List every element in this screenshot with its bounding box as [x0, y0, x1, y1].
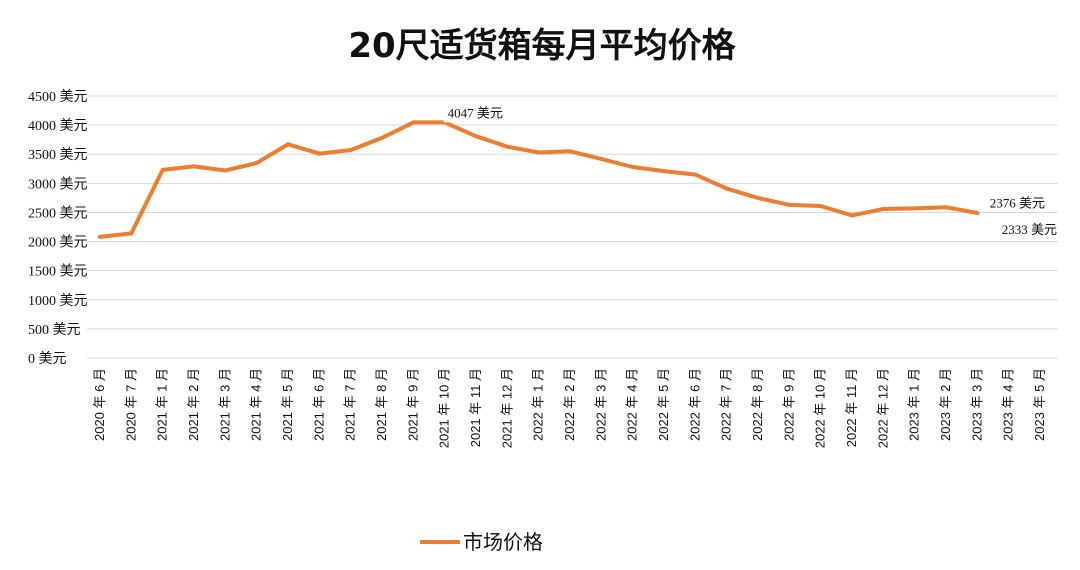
- x-tick-label: 2021 年 11 月: [468, 368, 483, 447]
- data-point: [662, 169, 666, 174]
- x-tick-label: 2022 年 10 月: [813, 368, 828, 448]
- data-point: [98, 234, 102, 239]
- x-tick-label: 2022 年 5 月: [656, 368, 671, 441]
- data-point: [348, 148, 353, 153]
- x-tick-label: 2023 年 2 月: [938, 368, 953, 441]
- x-tick-label: 2021 年 10 月: [437, 368, 452, 448]
- x-tick-label: 2021 年 7 月: [343, 368, 358, 441]
- data-point: [693, 172, 698, 177]
- x-tick-label: 2023 年 3 月: [969, 368, 984, 441]
- y-tick-label: 2000 美元: [28, 235, 88, 251]
- y-tick-label: 3500 美元: [28, 147, 88, 163]
- y-tick-label: 4000 美元: [28, 118, 88, 134]
- x-tick-label: 2021 年 8 月: [374, 368, 389, 441]
- data-point: [787, 202, 792, 207]
- y-axis-tick-labels: 0 美元 500 美元 1000 美元 1500 美元 2000 美元 2500 美元 30…: [28, 89, 88, 367]
- data-point: [380, 135, 384, 140]
- y-tick-label: 1000 美元: [28, 293, 88, 309]
- data-point: [568, 149, 572, 154]
- data-point: [724, 186, 729, 191]
- x-tick-label: 2022 年 8 月: [750, 368, 765, 441]
- x-tick-label: 2022 年 9 月: [781, 368, 796, 441]
- y-tick-label: 3000 美元: [28, 176, 88, 192]
- x-tick-label: 2021 年 6 月: [311, 368, 326, 441]
- x-tick-label: 2022 年 6 月: [687, 368, 702, 441]
- x-tick-label: 2020 年 6 月: [92, 368, 107, 441]
- x-tick-label: 2022 年 4 月: [625, 368, 640, 441]
- x-tick-label: 2022 年 7 月: [719, 368, 734, 441]
- x-tick-label: 2021 年 4 月: [249, 368, 264, 441]
- legend: 市场价格: [420, 530, 543, 554]
- x-tick-label: 2023 年 1 月: [907, 368, 922, 441]
- data-point: [912, 206, 917, 211]
- x-tick-label: 2021 年 1 月: [155, 368, 170, 441]
- data-point: [599, 156, 604, 161]
- data-point: [630, 165, 635, 169]
- data-label-background: [443, 104, 544, 123]
- data-point: [254, 161, 259, 165]
- chart-title: 20尺适货箱每月平均价格: [348, 26, 736, 66]
- x-tick-label: 2022 年 11 月: [844, 368, 859, 447]
- data-label: 2333 美元: [1002, 222, 1057, 237]
- y-tick-label: 0 美元: [28, 351, 67, 367]
- y-tick-label: 1500 美元: [28, 264, 88, 280]
- data-label: 2376 美元: [990, 196, 1045, 211]
- data-label: 4047 美元: [448, 105, 503, 120]
- x-tick-label: 2020 年 7 月: [123, 368, 138, 441]
- gridlines: [87, 95, 1058, 359]
- data-point: [160, 167, 165, 172]
- x-tick-label: 2022 年 2 月: [562, 368, 577, 441]
- y-tick-label: 2500 美元: [28, 205, 88, 221]
- x-tick-label: 2021 年 2 月: [186, 368, 201, 441]
- data-point: [129, 231, 134, 236]
- data-point: [850, 213, 854, 218]
- series-line: [98, 120, 980, 239]
- data-point: [505, 144, 510, 149]
- x-tick-label: 2021 年 9 月: [405, 368, 420, 441]
- data-point: [317, 151, 322, 156]
- y-tick-label: 500 美元: [28, 322, 81, 338]
- x-axis-tick-labels: 2020 年 6 月 2020 年 7 月 2021 年 1 月 2021 年 2 月…: [92, 368, 1047, 448]
- data-point: [975, 211, 980, 215]
- x-tick-label: 2022 年 3 月: [593, 368, 608, 441]
- data-point: [474, 134, 478, 139]
- data-point: [411, 120, 416, 125]
- data-point: [944, 205, 948, 210]
- data-labels: 4047 美元 2376 美元 2333 美元: [443, 104, 1057, 237]
- legend-label: 市场价格: [463, 530, 543, 554]
- data-point: [192, 164, 196, 169]
- data-point: [223, 168, 228, 173]
- data-point: [756, 195, 760, 200]
- series-layer: [98, 120, 980, 239]
- x-tick-label: 2022 年 1 月: [531, 368, 546, 441]
- data-point: [818, 204, 823, 208]
- x-tick-label: 2023 年 4 月: [1001, 368, 1016, 441]
- x-tick-label: 2021 年 12 月: [499, 368, 514, 448]
- data-point: [881, 207, 886, 211]
- y-tick-label: 4500 美元: [28, 89, 88, 105]
- x-tick-label: 2022 年 12 月: [875, 368, 890, 448]
- x-tick-label: 2023 年 5 月: [1032, 368, 1047, 441]
- x-tick-label: 2021 年 3 月: [217, 368, 232, 441]
- x-tick-label: 2021 年 5 月: [280, 368, 295, 441]
- data-point: [536, 150, 541, 155]
- data-point: [286, 142, 290, 147]
